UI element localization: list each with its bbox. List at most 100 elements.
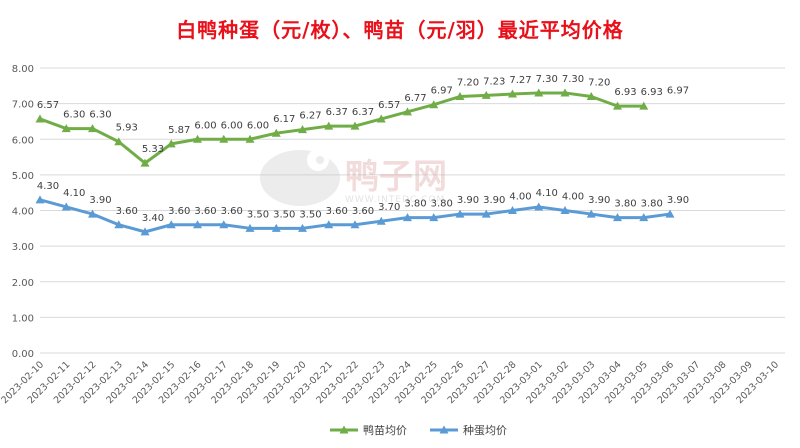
data-point <box>534 88 544 97</box>
data-label: 3.80 <box>404 199 426 210</box>
legend-label: 鸭苗均价 <box>363 424 407 437</box>
data-point <box>508 206 517 214</box>
data-label: 7.30 <box>536 74 558 85</box>
data-point <box>61 124 71 133</box>
data-point <box>534 202 544 211</box>
data-point <box>298 223 307 232</box>
data-label: 3.40 <box>142 213 164 224</box>
data-point <box>481 90 491 99</box>
y-tick-label: 0.00 <box>12 349 34 360</box>
data-point <box>429 100 439 109</box>
y-tick-label: 8.00 <box>12 64 34 75</box>
data-point <box>298 125 307 134</box>
data-label: 5.33 <box>142 144 164 155</box>
y-tick-label: 6.00 <box>12 135 34 146</box>
data-label: 6.00 <box>221 120 243 131</box>
data-label: 6.30 <box>89 110 111 121</box>
data-point <box>639 213 649 222</box>
data-point <box>639 101 649 110</box>
data-label: 3.90 <box>588 195 610 206</box>
data-label: 4.10 <box>63 188 85 199</box>
data-label: 7.27 <box>509 75 531 86</box>
data-point <box>613 101 622 110</box>
legend: 鸭苗均价 种蛋均价 <box>330 423 507 437</box>
data-label: 3.60 <box>326 206 348 217</box>
data-point <box>114 220 124 229</box>
data-point <box>245 223 255 232</box>
data-label: 3.80 <box>614 199 636 210</box>
data-point <box>376 114 386 123</box>
series-layer: 6.57 6.30 6.30 5.93 5.33 5.87 6.00 6.00 6.00 6.17… <box>35 74 689 236</box>
y-axis-ticks: 0.00 1.00 2.00 3.00 4.00 5.00 6.00 7.00 8.00 <box>12 64 34 360</box>
data-point <box>193 134 202 143</box>
legend-marker <box>339 425 349 434</box>
data-point <box>140 227 150 236</box>
y-tick-label: 1.00 <box>12 313 34 324</box>
y-tick-label: 3.00 <box>12 242 34 253</box>
watermark-text: 鸭子网 <box>345 157 447 197</box>
data-label: 6.97 <box>431 86 453 97</box>
duck-logo-icon <box>260 150 340 206</box>
data-label: 7.30 <box>562 74 584 85</box>
data-point <box>455 92 465 100</box>
data-point <box>455 209 465 218</box>
data-point <box>193 220 202 229</box>
data-label: 6.57 <box>37 100 59 111</box>
data-label: 7.23 <box>483 76 505 87</box>
data-label: 3.60 <box>168 206 190 217</box>
data-point <box>324 220 334 229</box>
data-point <box>350 220 360 229</box>
data-point <box>245 134 255 143</box>
data-label: 6.93 <box>641 87 663 98</box>
data-point <box>271 223 281 232</box>
data-label: 3.60 <box>221 206 243 217</box>
data-point <box>35 114 45 123</box>
series-line <box>39 91 644 165</box>
data-label: 3.50 <box>273 209 295 220</box>
data-label: 6.17 <box>273 114 295 125</box>
data-label: 5.93 <box>116 123 138 134</box>
data-point <box>166 220 176 229</box>
data-point <box>140 158 150 167</box>
data-label: 6.37 <box>352 107 374 118</box>
data-label: 3.80 <box>641 199 663 210</box>
data-point <box>271 128 281 137</box>
data-point <box>376 216 386 225</box>
y-tick-label: 2.00 <box>12 278 34 289</box>
data-label: 7.20 <box>588 78 610 89</box>
data-label: 3.60 <box>194 206 216 217</box>
data-label: 7.20 <box>457 78 479 89</box>
data-point <box>586 92 596 100</box>
y-tick-label: 5.00 <box>12 171 34 182</box>
y-tick-label: 7.00 <box>12 100 34 111</box>
data-point <box>88 209 97 218</box>
data-label: 3.70 <box>378 202 400 213</box>
data-label: 6.77 <box>404 93 426 104</box>
data-label: 3.60 <box>352 206 374 217</box>
data-point <box>429 213 439 222</box>
data-label: 3.90 <box>667 195 689 206</box>
data-label: 6.93 <box>614 87 636 98</box>
data-label: 3.90 <box>457 195 479 206</box>
data-point <box>61 202 71 211</box>
data-label: 4.30 <box>37 181 59 192</box>
data-label: 5.87 <box>168 125 190 136</box>
data-label: 6.00 <box>194 120 216 131</box>
chart-title: 白鸭种蛋（元/枚）、鸭苗（元/羽）最近平均价格 <box>176 18 624 42</box>
data-point <box>560 206 570 214</box>
data-label: 6.27 <box>299 111 321 122</box>
data-point <box>324 121 334 130</box>
data-point <box>219 134 229 143</box>
data-point <box>88 124 97 133</box>
legend-marker <box>439 425 449 434</box>
data-point <box>481 209 491 218</box>
y-tick-label: 4.00 <box>12 207 34 218</box>
data-label: 6.30 <box>63 110 85 121</box>
data-label: 3.60 <box>116 206 138 217</box>
x-axis-ticks: 2023-02-102023-02-112023-02-122023-02-13… <box>0 359 781 406</box>
watermark: 鸭子网 WWW.INTEDC.COM <box>260 149 447 206</box>
data-label: 3.50 <box>247 209 269 220</box>
data-point <box>403 107 412 116</box>
data-label: 3.90 <box>89 195 111 206</box>
